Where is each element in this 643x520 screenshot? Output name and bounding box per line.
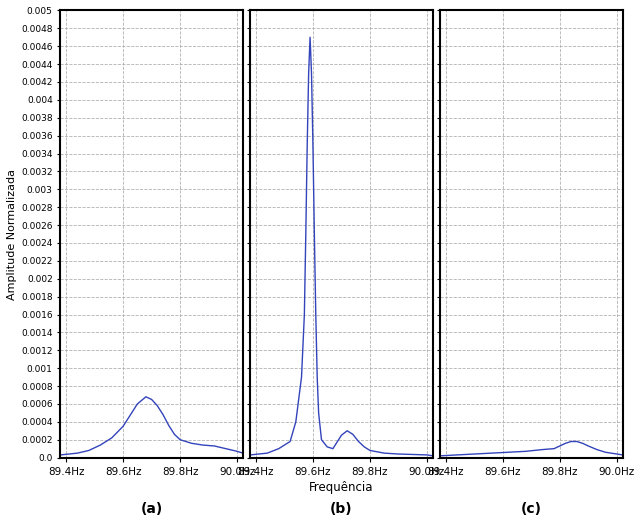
- Text: (c): (c): [521, 502, 542, 516]
- Text: (a): (a): [141, 502, 163, 516]
- Y-axis label: Amplitude Normalizada: Amplitude Normalizada: [7, 168, 17, 300]
- X-axis label: Frequência: Frequência: [309, 481, 374, 494]
- Text: (b): (b): [330, 502, 353, 516]
